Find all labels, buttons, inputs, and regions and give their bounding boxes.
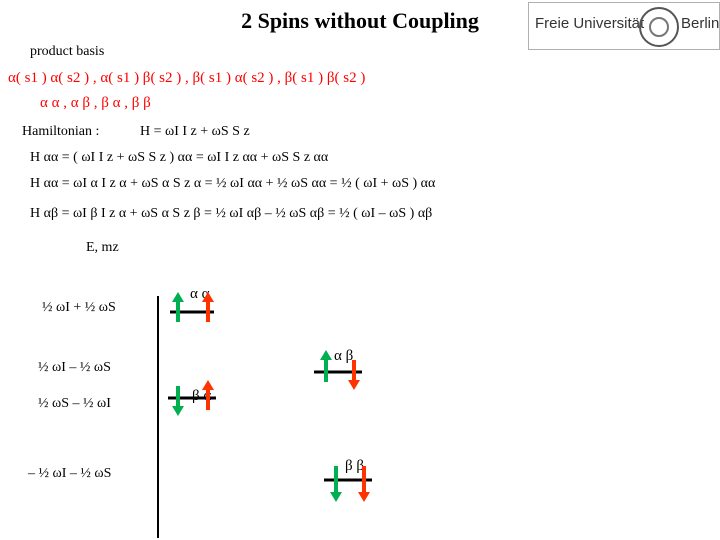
university-logo: Freie Universität Berlin <box>528 2 720 50</box>
page-title: 2 Spins without Coupling <box>241 8 479 33</box>
level-4-arrow-down-red <box>358 492 370 502</box>
level-2-arrow-down-red <box>348 380 360 390</box>
basis-label: product basis <box>30 44 105 59</box>
level-2-state: α β <box>334 348 354 364</box>
level-3-energy: ½ ωS – ½ ωI <box>38 396 111 411</box>
hamiltonian-expr: H = ωI I z + ωS S z <box>140 124 250 139</box>
energy-axis <box>157 296 159 538</box>
level-4-energy: – ½ ωI – ½ ωS <box>28 466 112 481</box>
level-1-arrow-up-green <box>172 292 184 302</box>
level-1-arrow-up-red <box>202 292 214 302</box>
equation-1: H αα = ( ωI I z + ωS S z ) αα = ωI I z α… <box>30 150 329 165</box>
level-3-arrow-down-green <box>172 406 184 416</box>
level-2-energy: ½ ωI – ½ ωS <box>38 360 111 375</box>
hamiltonian-label: Hamiltonian : <box>22 124 100 139</box>
equation-2: H αα = ωI α I z α + ωS α S z α = ½ ωI αα… <box>30 176 436 191</box>
university-seal-icon <box>639 7 679 47</box>
level-4-arrow-down-green <box>330 492 342 502</box>
level-3-arrow-up-red <box>202 380 214 390</box>
logo-text-left: Freie Universität <box>535 15 645 32</box>
basis-states: α( s1 ) α( s2 ) , α( s1 ) β( s2 ) , β( s… <box>8 70 366 86</box>
level-4-state: β β <box>345 458 365 474</box>
level-1-energy: ½ ωI + ½ ωS <box>42 300 116 315</box>
equation-3: H αβ = ωI β I z α + ωS α S z β = ½ ωI αβ… <box>30 206 433 221</box>
basis-short: α α , α β , β α , β β <box>40 95 151 111</box>
level-2-arrow-up-green <box>320 350 332 360</box>
logo-text-right: Berlin <box>681 15 720 32</box>
axis-label: E, mz <box>86 240 119 255</box>
